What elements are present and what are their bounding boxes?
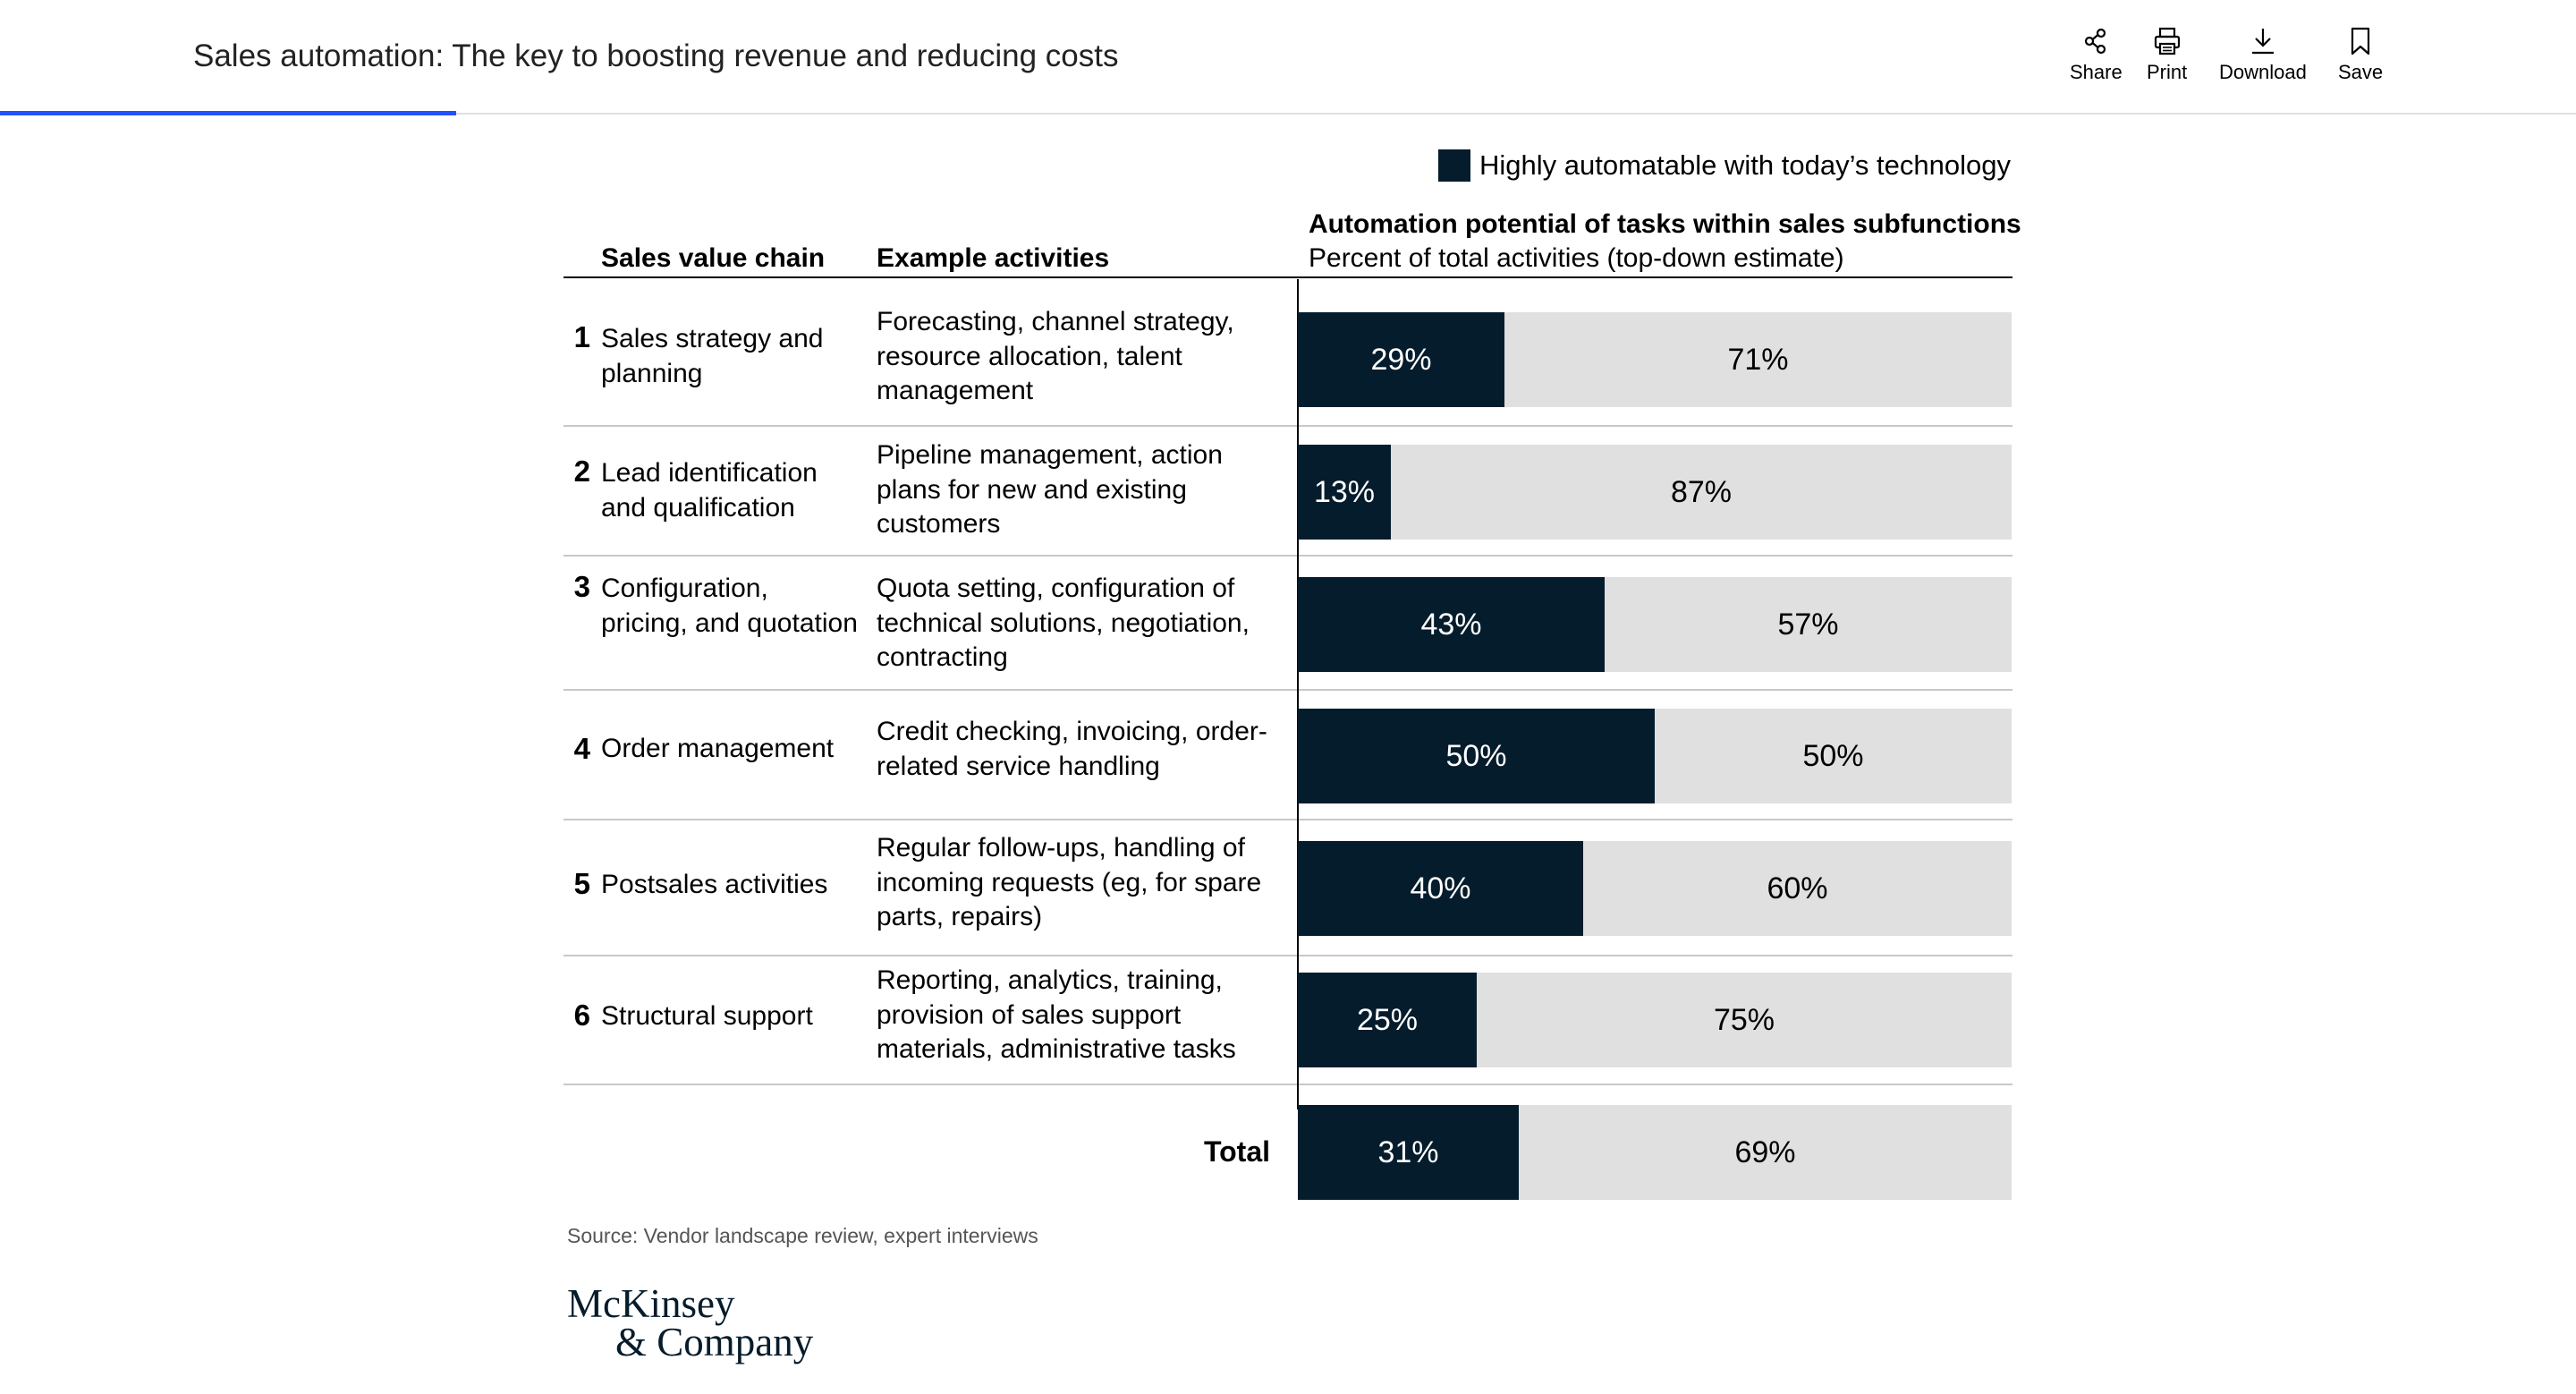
- reading-progress-bar: [0, 111, 456, 115]
- row-number: 2: [573, 455, 590, 488]
- row-divider: [564, 425, 2012, 427]
- bookmark-icon: [2351, 27, 2370, 55]
- row-divider: [564, 955, 2012, 956]
- logo-line-2: & Company: [615, 1320, 814, 1364]
- bar-remaining: 71%: [1504, 312, 2012, 407]
- row-activities: Credit checking, invoicing, order-relate…: [877, 717, 1267, 781]
- share-icon: [2085, 28, 2106, 55]
- bar-automatable: 50%: [1298, 709, 1655, 803]
- bar-remaining: 69%: [1519, 1105, 2012, 1200]
- bar-automatable: 29%: [1298, 312, 1504, 407]
- logo-line-1: McKinsey: [567, 1281, 735, 1326]
- row-name: Configuration, pricing, and quotation: [601, 574, 858, 638]
- bar-automatable: 31%: [1298, 1105, 1519, 1200]
- bar-remaining: 57%: [1605, 577, 2012, 672]
- source-note: Source: Vendor landscape review, expert …: [567, 1224, 1038, 1247]
- row-divider: [564, 689, 2012, 691]
- row-activities: Pipeline management, action plans for ne…: [877, 440, 1223, 539]
- bar-value-label: 60%: [1767, 871, 1828, 905]
- download-button[interactable]: Download: [2219, 25, 2307, 84]
- row-name: Structural support: [601, 1001, 813, 1031]
- chart-axis: [1297, 279, 1299, 1109]
- legend-label: Highly automatable with today’s technolo…: [1479, 149, 2011, 181]
- print-icon: [2154, 27, 2180, 55]
- bar-remaining: 60%: [1583, 841, 2012, 936]
- bar-value-label: 40%: [1410, 871, 1471, 905]
- bar-automatable: 25%: [1298, 973, 1477, 1067]
- chart-legend: Highly automatable with today’s technolo…: [1438, 149, 2011, 182]
- bar-value-label: 69%: [1734, 1135, 1796, 1169]
- bar-value-label: 50%: [1445, 738, 1507, 773]
- save-button[interactable]: Save: [2338, 25, 2383, 84]
- bar-automatable: 43%: [1298, 577, 1605, 672]
- legend-swatch: [1438, 149, 1470, 182]
- bar-value-label: 75%: [1713, 1002, 1775, 1037]
- row-activities: Forecasting, channel strategy, resource …: [877, 307, 1234, 405]
- row-name: Lead identification and qualification: [601, 458, 818, 523]
- row-number: 3: [573, 570, 590, 603]
- row-number: 6: [573, 999, 590, 1032]
- row-number: 5: [573, 867, 590, 900]
- print-button[interactable]: Print: [2147, 25, 2187, 84]
- bar-value-label: 71%: [1727, 342, 1789, 377]
- page-title: Sales automation: The key to boosting re…: [193, 38, 1119, 73]
- page-header: Sales automation: The key to boosting re…: [0, 0, 2576, 115]
- chart-subtitle: Percent of total activities (top-down es…: [1309, 243, 1844, 273]
- bar-remaining: 87%: [1391, 445, 2012, 540]
- bar-value-label: 50%: [1802, 738, 1864, 773]
- download-icon: [2251, 29, 2274, 55]
- bar-value-label: 25%: [1356, 1002, 1419, 1037]
- bar-value-label: 57%: [1777, 607, 1839, 642]
- save-label: Save: [2338, 61, 2384, 83]
- row-activities: Regular follow-ups, handling of incoming…: [877, 833, 1262, 931]
- column-header-chain: Sales value chain: [601, 243, 826, 273]
- bar-automatable: 40%: [1298, 841, 1583, 936]
- mckinsey-logo: McKinsey & Company: [567, 1284, 814, 1364]
- download-label: Download: [2219, 61, 2307, 83]
- column-header-activities: Example activities: [877, 243, 1110, 273]
- row-name: Order management: [601, 734, 835, 763]
- row-divider: [564, 555, 2012, 557]
- print-label: Print: [2147, 61, 2188, 83]
- bar-value-label: 87%: [1670, 474, 1733, 509]
- row-activities: Reporting, analytics, training, provisio…: [877, 965, 1236, 1064]
- bar-remaining: 75%: [1477, 973, 2012, 1067]
- row-divider: [564, 819, 2012, 820]
- header-rule: [564, 276, 2012, 278]
- bar-value-label: 13%: [1313, 474, 1376, 509]
- row-name: Postsales activities: [601, 870, 828, 899]
- share-button[interactable]: Share: [2070, 25, 2123, 84]
- chart-title: Automation potential of tasks within sal…: [1309, 209, 2021, 239]
- total-label: Total: [1203, 1135, 1270, 1168]
- share-label: Share: [2070, 61, 2123, 83]
- row-divider: [564, 1084, 2012, 1085]
- bar-value-label: 29%: [1370, 342, 1432, 377]
- bar-automatable: 13%: [1298, 445, 1391, 540]
- row-activities: Quota setting, configuration of technica…: [877, 574, 1250, 672]
- bar-value-label: 43%: [1420, 607, 1482, 642]
- bar-remaining: 50%: [1655, 709, 2012, 803]
- row-number: 1: [573, 320, 590, 353]
- bar-value-label: 31%: [1377, 1135, 1439, 1169]
- row-name: Sales strategy and planning: [601, 324, 824, 388]
- row-number: 4: [573, 732, 590, 765]
